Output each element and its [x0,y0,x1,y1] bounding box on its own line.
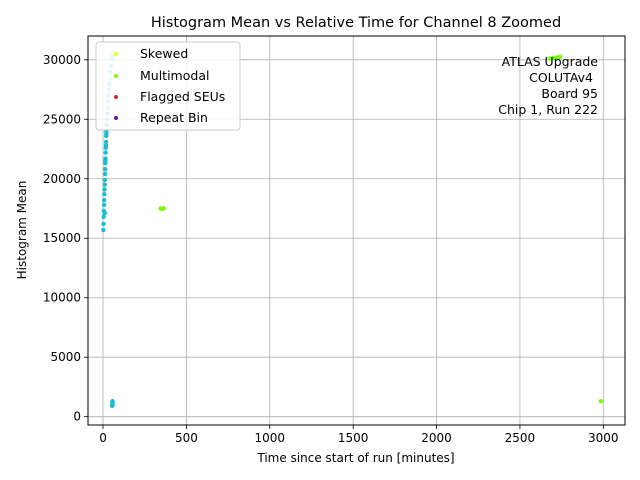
data-point [102,182,107,187]
x-tick-label: 500 [175,431,198,445]
data-point [104,131,109,136]
y-axis-label: Histogram Mean [15,181,29,280]
legend-marker-skewed [114,52,118,56]
data-point [102,211,107,216]
data-point [102,192,107,197]
data-point [547,56,553,61]
legend-marker-repeat-bin [114,116,118,120]
annotation-line: Chip 1, Run 222 [498,102,598,117]
legend-label-multimodal: Multimodal [140,68,209,83]
data-point [598,399,604,404]
legend-label-repeat-bin: Repeat Bin [140,110,208,125]
annotation-line: Board 95 [541,86,598,101]
y-tick-label: 10000 [43,291,81,305]
y-tick-label: 30000 [43,53,81,67]
x-tick-label: 3000 [588,431,619,445]
annotation-line: ATLAS Upgrade [502,54,599,69]
x-tick-label: 2000 [421,431,452,445]
x-tick-label: 1500 [338,431,369,445]
y-tick-label: 0 [73,410,81,424]
x-tick-label: 0 [99,431,107,445]
legend-label-flagged-seus: Flagged SEUs [140,89,225,104]
data-point [102,171,108,177]
grid [88,36,625,425]
data-point [102,167,108,172]
y-tick-label: 5000 [50,350,81,364]
data-point [103,143,109,148]
data-point [103,150,108,155]
data-point [102,187,107,192]
x-axis-label: Time since start of run [minutes] [256,451,454,465]
legend-box [95,41,241,131]
y-tick-label: 15000 [43,231,81,245]
data-point [557,54,563,60]
plot-area-frame [87,35,626,426]
annotation-line: COLUTAv4 [529,70,593,85]
data-point [110,400,115,405]
data-point [101,197,107,203]
legend: Skewed Multimodal Flagged SEUs Repeat Bi… [95,41,241,131]
data-point [101,227,106,233]
y-tick-label: 20000 [43,172,81,186]
data-point [103,139,109,145]
data-point [554,55,559,60]
data-point [103,158,108,164]
data-point [101,214,106,220]
data-point [101,202,107,208]
data-point [161,206,167,211]
x-tick-label: 2500 [505,431,536,445]
legend-label-skewed: Skewed [140,46,188,61]
legend-marker-flagged-seus [114,95,118,99]
data-point [551,55,556,61]
y-tick-label: 25000 [43,112,81,126]
chart-title: Histogram Mean vs Relative Time for Chan… [151,15,561,31]
data-point [102,177,108,183]
legend-marker-multimodal [114,74,118,78]
annotation: ATLAS Upgrade COLUTAv4 Board 95 Chip 1, … [498,54,598,117]
x-tick-label: 1000 [255,431,286,445]
data-point [101,221,106,227]
ticks: 0 500 1000 1500 2000 2500 30000500010000150002… [43,53,619,445]
